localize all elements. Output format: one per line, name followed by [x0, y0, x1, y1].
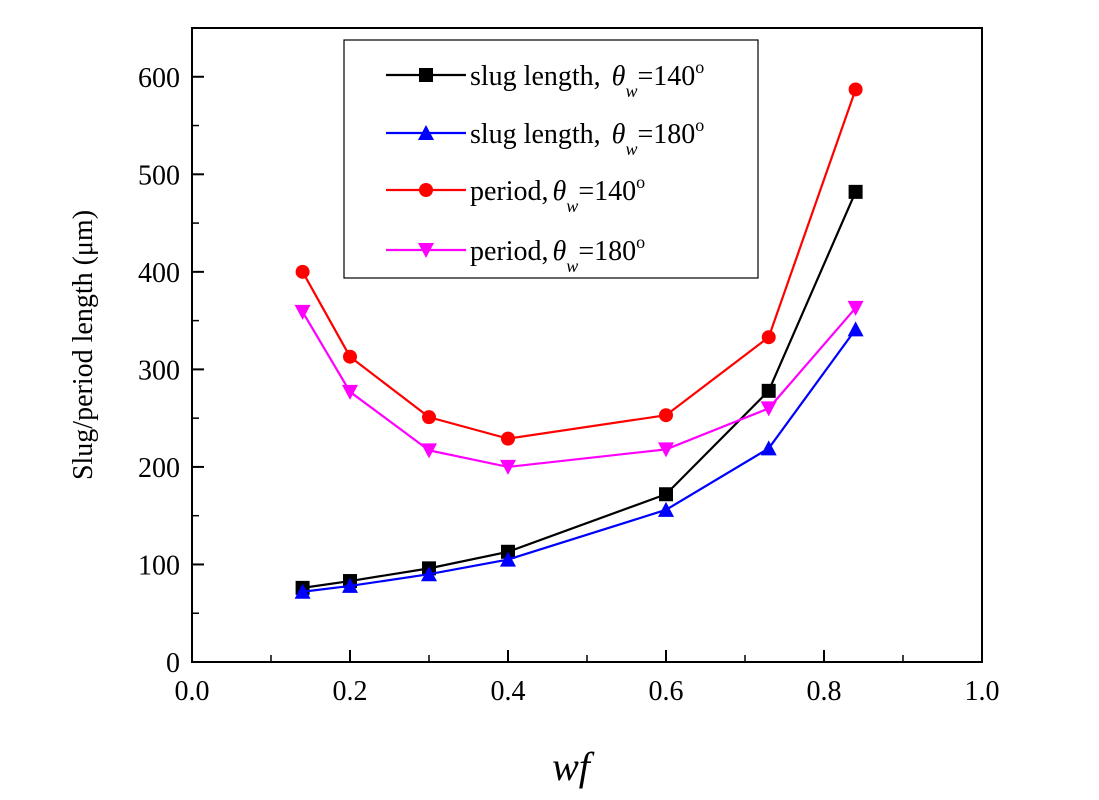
x-axis-title: wf [552, 744, 595, 789]
data-point [659, 487, 673, 502]
y-tick-label: 100 [138, 550, 180, 581]
x-tick-label: 1.0 [965, 676, 1000, 707]
y-tick-label: 400 [138, 258, 180, 289]
y-tick-label: 600 [138, 63, 180, 94]
data-point [342, 384, 358, 400]
data-point [847, 321, 864, 337]
legend-item: slug length, θw=180o [386, 115, 704, 159]
data-point [659, 408, 673, 423]
x-tick-label: 0.2 [333, 676, 368, 707]
legend-marker [419, 183, 433, 197]
y-tick-label: 200 [138, 453, 180, 484]
x-axis: 0.0 0.2 0.4 0.6 0.8 1.0 [175, 650, 1000, 707]
series-2 [295, 82, 863, 446]
legend-item: slug length, θw=140o [386, 57, 704, 101]
legend-label: period, θw=180o [470, 232, 645, 276]
y-tick-label: 300 [138, 355, 180, 386]
data-point [658, 501, 674, 517]
data-point [422, 410, 436, 425]
data-point [294, 583, 311, 599]
data-point [760, 401, 777, 417]
data-point [294, 304, 311, 320]
data-point [658, 442, 674, 458]
data-point [761, 383, 776, 398]
y-axis: 0 100 200 300 400 500 600 [138, 63, 204, 679]
legend-box [343, 39, 759, 279]
y-axis-title: Slug/period length (μm) [68, 210, 99, 480]
legend-marker [419, 68, 433, 82]
series-line [302, 328, 857, 593]
data-point [848, 82, 863, 97]
legend-label: slug length, θw=140o [470, 57, 704, 101]
data-point [342, 577, 358, 593]
series-layer [294, 82, 864, 599]
data-point [761, 330, 776, 345]
legend-item: period, θw=140o [386, 172, 645, 216]
data-point [421, 566, 437, 582]
legend-label: slug length, θw=180o [470, 115, 704, 159]
legend-marker [418, 243, 434, 258]
x-tick-label: 0.4 [491, 676, 526, 707]
x-tick-label: 0.8 [807, 676, 842, 707]
data-point [848, 184, 863, 199]
data-point [343, 349, 357, 364]
legend-item: period, θw=180o [386, 232, 645, 276]
x-tick-label: 0.0 [175, 676, 210, 707]
y-tick-label: 500 [138, 160, 180, 191]
legend-label: period, θw=140o [470, 172, 645, 216]
legend: slug length, θw=140o slug length, θw=180o… [343, 39, 759, 279]
data-point [847, 300, 864, 316]
x-tick-label: 0.6 [649, 676, 684, 707]
data-point [421, 443, 437, 459]
legend-marker [418, 125, 434, 140]
y-tick-label: 0 [166, 648, 180, 679]
data-point [500, 459, 516, 475]
data-point [500, 551, 516, 567]
data-point [760, 440, 777, 456]
data-point [501, 431, 515, 446]
series-3 [294, 300, 864, 475]
series-1 [294, 321, 864, 599]
data-point [295, 264, 310, 279]
